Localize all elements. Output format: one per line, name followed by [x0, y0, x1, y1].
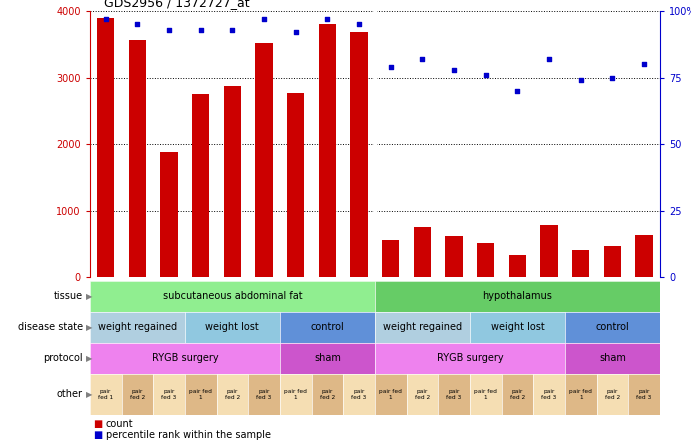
Bar — [604, 246, 621, 277]
Point — [195, 26, 206, 33]
Bar — [635, 234, 653, 277]
Point — [100, 16, 111, 23]
Bar — [255, 43, 273, 277]
Text: count: count — [106, 419, 133, 429]
Bar — [540, 225, 558, 277]
Bar — [97, 18, 115, 277]
Text: pair
fed 1: pair fed 1 — [98, 389, 113, 400]
Text: RYGB surgery: RYGB surgery — [151, 353, 218, 363]
Bar — [414, 227, 431, 277]
Text: hypothalamus: hypothalamus — [482, 291, 552, 301]
Text: percentile rank within the sample: percentile rank within the sample — [106, 430, 271, 440]
Text: pair fed
1: pair fed 1 — [284, 389, 307, 400]
Bar — [477, 243, 495, 277]
Point — [290, 29, 301, 36]
Point — [258, 16, 269, 23]
Text: ▶: ▶ — [86, 354, 93, 363]
Text: pair fed
1: pair fed 1 — [569, 389, 592, 400]
Bar — [509, 255, 526, 277]
Text: other: other — [57, 389, 83, 400]
Point — [132, 21, 143, 28]
Text: weight regained: weight regained — [97, 322, 177, 332]
Bar — [382, 240, 399, 277]
Text: pair fed
1: pair fed 1 — [189, 389, 212, 400]
Text: pair
fed 2: pair fed 2 — [225, 389, 240, 400]
Text: weight regained: weight regained — [383, 322, 462, 332]
Point — [480, 71, 491, 79]
Point — [227, 26, 238, 33]
Point — [512, 87, 523, 95]
Bar — [129, 40, 146, 277]
Point — [638, 61, 650, 68]
Text: subcutaneous abdominal fat: subcutaneous abdominal fat — [162, 291, 302, 301]
Text: pair fed
1: pair fed 1 — [474, 389, 497, 400]
Text: control: control — [596, 322, 630, 332]
Point — [354, 21, 365, 28]
Point — [164, 26, 175, 33]
Text: pair
fed 3: pair fed 3 — [256, 389, 272, 400]
Text: pair
fed 3: pair fed 3 — [636, 389, 652, 400]
Text: pair
fed 3: pair fed 3 — [352, 389, 367, 400]
Text: pair
fed 3: pair fed 3 — [542, 389, 557, 400]
Text: ■: ■ — [93, 419, 102, 429]
Point — [322, 16, 333, 23]
Point — [607, 74, 618, 81]
Text: pair
fed 3: pair fed 3 — [446, 389, 462, 400]
Text: pair
fed 2: pair fed 2 — [510, 389, 525, 400]
Text: ■: ■ — [93, 430, 102, 440]
Text: pair fed
1: pair fed 1 — [379, 389, 402, 400]
Bar — [160, 152, 178, 277]
Bar — [445, 237, 463, 277]
Text: protocol: protocol — [44, 353, 83, 363]
Bar — [319, 24, 336, 277]
Point — [417, 56, 428, 63]
Text: pair
fed 2: pair fed 2 — [415, 389, 430, 400]
Text: weight lost: weight lost — [491, 322, 545, 332]
Text: weight lost: weight lost — [205, 322, 259, 332]
Text: sham: sham — [599, 353, 626, 363]
Text: ▶: ▶ — [86, 390, 93, 399]
Text: pair
fed 2: pair fed 2 — [605, 389, 620, 400]
Bar — [287, 93, 305, 277]
Bar — [224, 86, 241, 277]
Text: ▶: ▶ — [86, 292, 93, 301]
Text: sham: sham — [314, 353, 341, 363]
Text: RYGB surgery: RYGB surgery — [437, 353, 503, 363]
Text: pair
fed 2: pair fed 2 — [320, 389, 335, 400]
Point — [448, 66, 460, 73]
Text: disease state: disease state — [18, 322, 83, 332]
Bar — [192, 94, 209, 277]
Text: GDS2956 / 1372727_at: GDS2956 / 1372727_at — [104, 0, 249, 9]
Text: tissue: tissue — [54, 291, 83, 301]
Point — [385, 63, 396, 71]
Text: pair
fed 3: pair fed 3 — [162, 389, 177, 400]
Text: pair
fed 2: pair fed 2 — [130, 389, 145, 400]
Text: control: control — [310, 322, 344, 332]
Point — [575, 77, 586, 84]
Point — [544, 56, 555, 63]
Bar — [350, 32, 368, 277]
Bar — [572, 250, 589, 277]
Text: ▶: ▶ — [86, 323, 93, 332]
